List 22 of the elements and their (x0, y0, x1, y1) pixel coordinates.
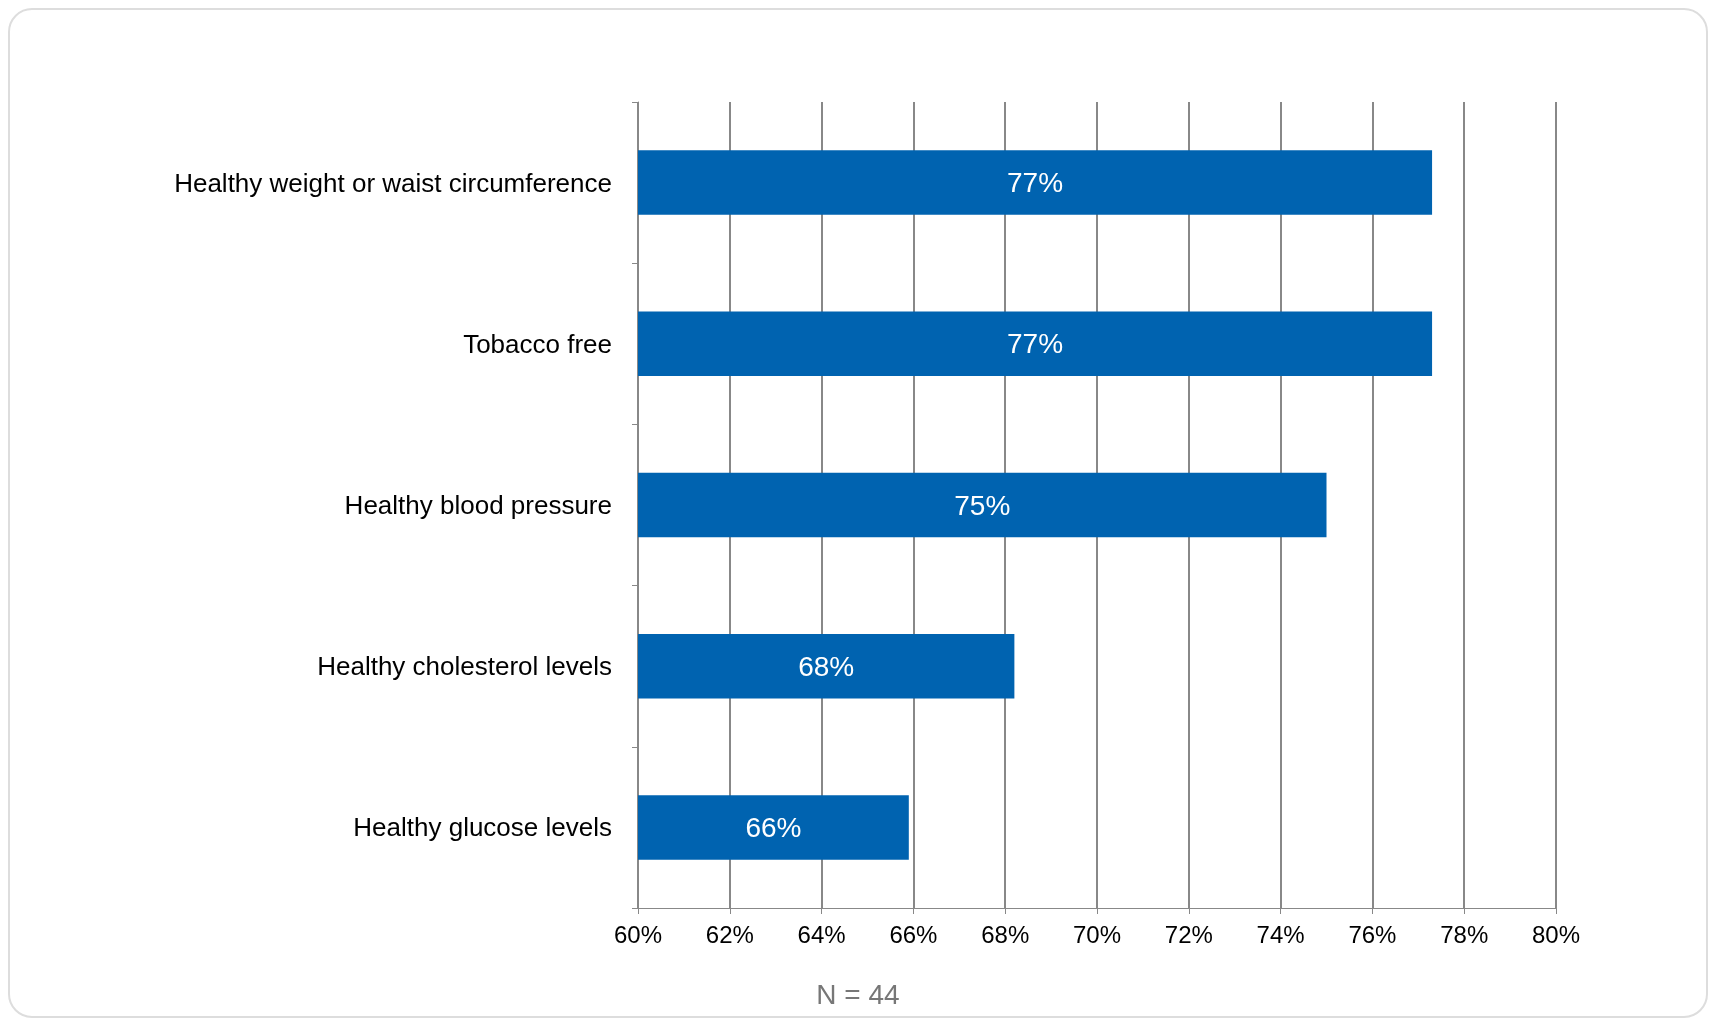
x-tick-label: 64% (797, 920, 846, 948)
x-tick-label: 72% (1164, 920, 1213, 948)
x-tick-label: 74% (1256, 920, 1305, 948)
x-tick-label: 78% (1440, 920, 1489, 948)
data-label: 75% (954, 489, 1011, 521)
data-label: 66% (745, 811, 802, 843)
data-label: 68% (798, 650, 855, 682)
y-tick-label: Healthy glucose levels (353, 812, 612, 843)
x-tick-label: 62% (705, 920, 754, 948)
x-tick-label: 76% (1348, 920, 1397, 948)
y-tick-label: Tobacco free (463, 328, 612, 359)
y-tick-label: Healthy cholesterol levels (317, 651, 612, 682)
data-label: 77% (1007, 167, 1064, 199)
x-tick-label: 66% (889, 920, 938, 948)
data-label: 77% (1007, 328, 1064, 360)
x-tick-label: 60% (613, 920, 663, 948)
x-tick-label: 80% (1531, 920, 1581, 948)
x-tick-label: 68% (981, 920, 1030, 948)
x-tick-label: 70% (1072, 920, 1122, 948)
y-tick-label: Healthy weight or waist circumference (174, 167, 612, 198)
y-tick-label: Healthy blood pressure (344, 490, 612, 520)
text: N = 44 (816, 978, 900, 1010)
